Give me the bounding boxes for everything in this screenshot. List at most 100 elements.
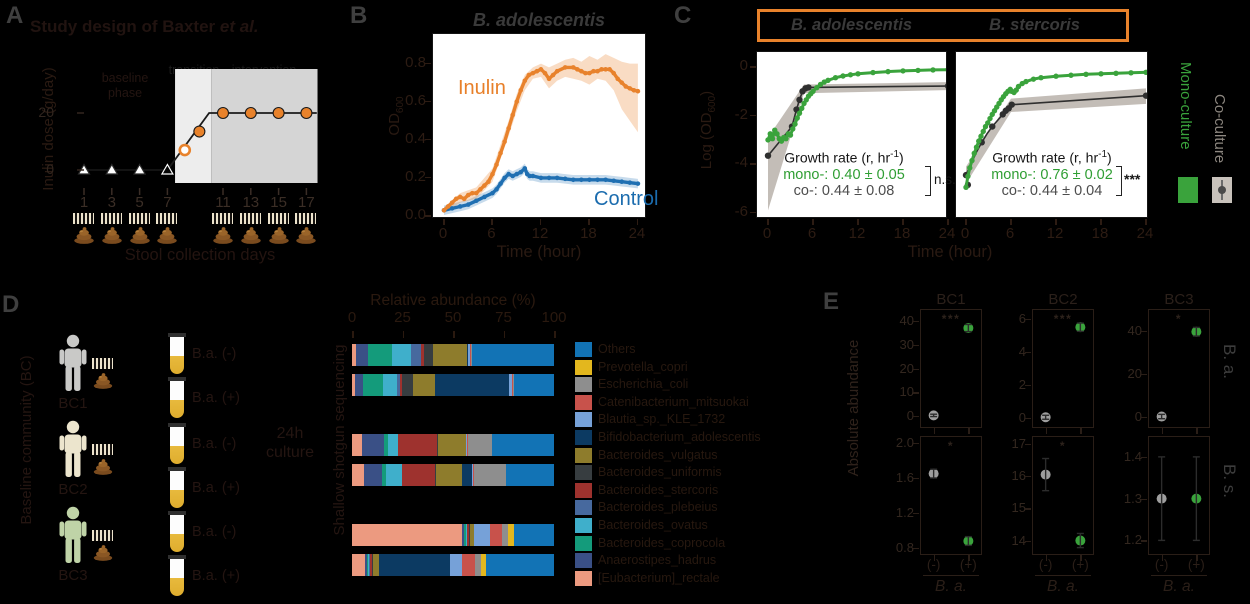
e-xtick-dash: [1196, 555, 1198, 561]
b-xtick-dash: [539, 219, 542, 225]
legend-swatch: [575, 570, 592, 586]
e-xcat-label: (-): [1038, 557, 1053, 572]
c-xtick-dash: [947, 219, 949, 225]
c-ytick-label: -2: [734, 105, 748, 123]
b-ytick-dash: [425, 176, 431, 179]
c-ylabel-pre: Log (OD: [698, 112, 715, 170]
stool-icon: [74, 227, 94, 244]
bar-segment: [364, 464, 383, 486]
e-xtick-dash: [1045, 555, 1047, 561]
culture-duration-note: 24h culture: [250, 424, 330, 462]
b-ytick-dash: [425, 215, 431, 217]
c-ytick-dash: [750, 211, 756, 214]
co-rate-value: co-: 0.44 ± 0.08: [793, 182, 895, 199]
bar-segment: [512, 374, 514, 396]
c-ytick-dash: [750, 163, 756, 165]
c-xtick-dash: [1145, 219, 1147, 225]
growth-rate-heading: Growth rate (r, hr-1): [763, 146, 925, 167]
e-ytick-dash: [913, 368, 919, 370]
c-ytick-label: 0: [739, 57, 748, 74]
e-ytick-dash: [1025, 476, 1031, 478]
e-col-title: BC3: [1164, 291, 1194, 308]
b-ytick-dash: [425, 62, 431, 65]
bar-segment: [436, 434, 438, 456]
b-xtick-dash: [491, 219, 493, 225]
bar-segment: [368, 344, 393, 366]
barcode-icon: [295, 213, 317, 224]
e-ytick-label: 2.0: [895, 435, 914, 450]
a-ytick-label: 0: [46, 161, 54, 177]
legend-swatch: [575, 465, 592, 481]
legend-swatch: [575, 342, 592, 357]
panel-label-c: C: [674, 2, 692, 29]
significance-bracket: [1116, 166, 1122, 196]
legend-label: Blautia_sp._KLE_1732: [598, 412, 726, 427]
e-ytick-dash: [913, 416, 919, 418]
legend-label: Bacteroides_plebeius: [598, 500, 718, 515]
e-plot-frame: [920, 309, 982, 428]
bar-segment: [467, 434, 469, 456]
c-xtick-dash: [857, 219, 859, 225]
a-ylabel: Inulin dose (g/day): [40, 67, 57, 191]
e-ytick-label: 30: [899, 336, 914, 352]
e-ytick-dash: [913, 392, 919, 394]
bar-segment: [388, 434, 399, 456]
c-xtick-dash: [812, 219, 814, 225]
person-icon: [59, 420, 87, 477]
bar-segment: [434, 464, 436, 486]
e-xtick-dash: [968, 428, 970, 434]
e-plot-svg: [928, 323, 974, 421]
gr-suf: ): [899, 149, 904, 166]
panel-label-b: B: [350, 2, 368, 29]
legend-label: Bacteroides_ovatus: [598, 518, 708, 532]
significance-bracket: [925, 166, 931, 196]
e-ytick-dash: [1025, 318, 1031, 321]
culture-tube-icon: [168, 467, 186, 508]
gr-sup: -1: [1098, 149, 1108, 160]
e-xlabel: B. a.: [1163, 578, 1195, 595]
dose-point: [193, 125, 206, 138]
e-ytick-label: 40: [1127, 322, 1142, 338]
bar-segment: [352, 524, 463, 546]
e-plot-svg: [1040, 457, 1086, 549]
bar-segment: [379, 554, 450, 576]
bar-segment: [352, 554, 366, 576]
c-plot-svg: [962, 69, 1147, 190]
e-col-title: BC1: [936, 291, 966, 308]
a-title-main: Study design of Baxter: [30, 17, 220, 36]
b-ytick-dash: [425, 100, 431, 103]
barcode-icon: [239, 213, 261, 224]
legend-label: Bacteroides_coprocola: [598, 535, 726, 550]
tube-label: B.a. (+): [192, 480, 240, 496]
e-xcat-label: (+): [1187, 557, 1205, 572]
c-xtick-label: 12: [1046, 225, 1064, 242]
mono-culture-legend-label: Mono-culture: [1177, 62, 1194, 150]
d-xtick-label: 0: [347, 309, 357, 326]
legend-swatch: [575, 359, 592, 375]
e-xcat-label: (-): [926, 557, 941, 572]
stacked-bar: [352, 374, 554, 396]
bar-segment: [372, 554, 374, 576]
e-xaxis-line: [1151, 575, 1207, 577]
stacked-bar: [352, 524, 554, 546]
b-xtick-dash: [588, 219, 590, 225]
barcode-icon: [92, 358, 113, 369]
bar-segment: [468, 524, 471, 546]
legend-swatch: [575, 394, 592, 410]
e-ytick-label: 20: [899, 360, 914, 376]
bar-segment: [412, 374, 435, 396]
control-series-label: Control: [594, 188, 659, 210]
bar-segment: [474, 524, 491, 546]
bar-segment: [373, 554, 380, 576]
tube-label: B.a. (-): [192, 436, 237, 452]
culture-tube-icon: [168, 555, 186, 596]
panel-label-e: E: [823, 288, 840, 315]
b-xtick-label: 0: [438, 225, 448, 242]
bar-segment: [365, 554, 368, 576]
e-plot-frame: [1148, 309, 1210, 428]
bar-segment: [508, 524, 514, 546]
bar-segment: [466, 434, 468, 456]
a-title: Study design of Baxter et al.: [30, 17, 259, 37]
bar-segment: [513, 374, 554, 396]
